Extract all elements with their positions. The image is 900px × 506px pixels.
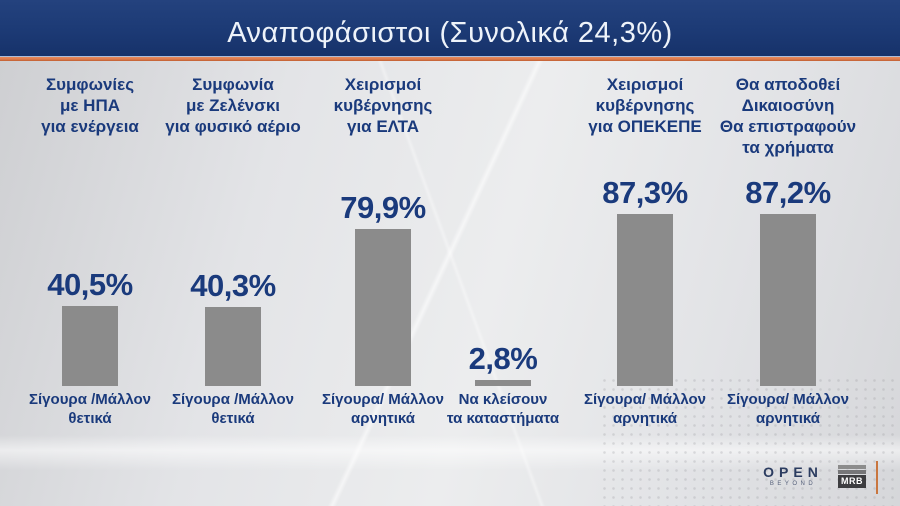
bar-caption: Σίγουρα /Μάλλον θετικά: [10, 390, 170, 428]
column-topic-line: Συμφωνίες: [45, 75, 135, 94]
column-topic-line: για ΟΠΕΚΕΠΕ: [588, 117, 702, 136]
bar-value: 2,8%: [468, 341, 538, 376]
bar-value: 40,3%: [190, 268, 276, 303]
column-topic-line: για ενέργεια: [41, 117, 139, 136]
column-topic: Συμφωνία με Ζελένσκι για φυσικό αέριο: [148, 74, 318, 137]
bar-caption-line: αρνητικά: [613, 410, 677, 427]
banner-separator-orange: [0, 57, 900, 61]
bar: [355, 229, 411, 386]
footer-divider-line: [876, 461, 878, 494]
column-topic-line: κυβέρνησης: [333, 96, 433, 115]
column-topic: Θα αποδοθεί Δικαιοσύνη Θα επιστραφούν τα χρ…: [703, 74, 873, 158]
bar-value: 87,2%: [745, 175, 831, 210]
mrb-logo-stripe: [838, 465, 866, 469]
column-topic: Χειρισμοί κυβέρνησης για ΟΠΕΚΕΠΕ: [560, 74, 730, 137]
bar: [760, 214, 816, 386]
column-topic-line: Χειρισμοί: [606, 75, 684, 94]
bar-caption-line: θετικά: [68, 410, 112, 427]
column-topic: Συμφωνίες με ΗΠΑ για ενέργεια: [5, 74, 175, 137]
column-topic: Χειρισμοί κυβέρνησης για ΕΛΤΑ: [298, 74, 468, 137]
bar-value: 40,5%: [47, 267, 133, 302]
mrb-logo-stripe: [838, 470, 866, 474]
bar-caption-line: Σίγουρα /Μάλλον: [172, 391, 294, 408]
column-topic-line: Δικαιοσύνη: [741, 96, 835, 115]
bar-caption-line: Να κλείσουν: [458, 391, 548, 408]
column-topic-line: Θα επιστραφούν: [719, 117, 857, 136]
bar-caption-line: τα καταστήματα: [446, 410, 560, 427]
bar-caption-line: Σίγουρα/ Μάλλον: [727, 391, 849, 408]
bar-caption: Σίγουρα/ Μάλλον αρνητικά: [303, 390, 463, 428]
open-logo: OPEN BEYOND: [760, 464, 826, 487]
banner-separator-light: [0, 56, 900, 57]
bar-caption-line: Σίγουρα /Μάλλον: [29, 391, 151, 408]
bar-caption-line: Σίγουρα/ Μάλλον: [584, 391, 706, 408]
column-topic-line: Χειρισμοί: [344, 75, 422, 94]
bar: [617, 214, 673, 386]
bar-value: 87,3%: [602, 175, 688, 210]
open-logo-text: OPEN: [763, 464, 823, 480]
bar-caption: Να κλείσουν τα καταστήματα: [423, 390, 583, 428]
mrb-logo: MRB: [838, 465, 866, 488]
column-topic-line: Συμφωνία: [192, 75, 274, 94]
bar: [62, 306, 118, 386]
bar-caption-line: αρνητικά: [351, 410, 415, 427]
mrb-logo-text: MRB: [838, 475, 866, 488]
bar-value: 79,9%: [340, 190, 426, 225]
bar: [475, 380, 531, 386]
column-topic-line: με Ζελένσκι: [185, 96, 281, 115]
column-topic-line: Θα αποδοθεί: [735, 75, 841, 94]
column-topic-line: κυβέρνησης: [595, 96, 695, 115]
open-logo-subtext: BEYOND: [769, 481, 817, 487]
title-banner: Αναποφάσιστοι (Συνολικά 24,3%): [0, 0, 900, 56]
bar-caption: Σίγουρα/ Μάλλον αρνητικά: [708, 390, 868, 428]
column-topic-line: τα χρήματα: [742, 138, 834, 157]
column-topic-line: για φυσικό αέριο: [165, 117, 301, 136]
page-title: Αναποφάσιστοι (Συνολικά 24,3%): [227, 17, 673, 49]
bar-caption-line: θετικά: [211, 410, 255, 427]
bar-caption-line: αρνητικά: [756, 410, 820, 427]
bar: [205, 307, 261, 386]
bar-caption: Σίγουρα /Μάλλον θετικά: [153, 390, 313, 428]
bar-caption-line: Σίγουρα/ Μάλλον: [322, 391, 444, 408]
bar-caption: Σίγουρα/ Μάλλον αρνητικά: [565, 390, 725, 428]
column-topic-line: για ΕΛΤΑ: [346, 117, 420, 136]
column-topic-line: με ΗΠΑ: [59, 96, 121, 115]
